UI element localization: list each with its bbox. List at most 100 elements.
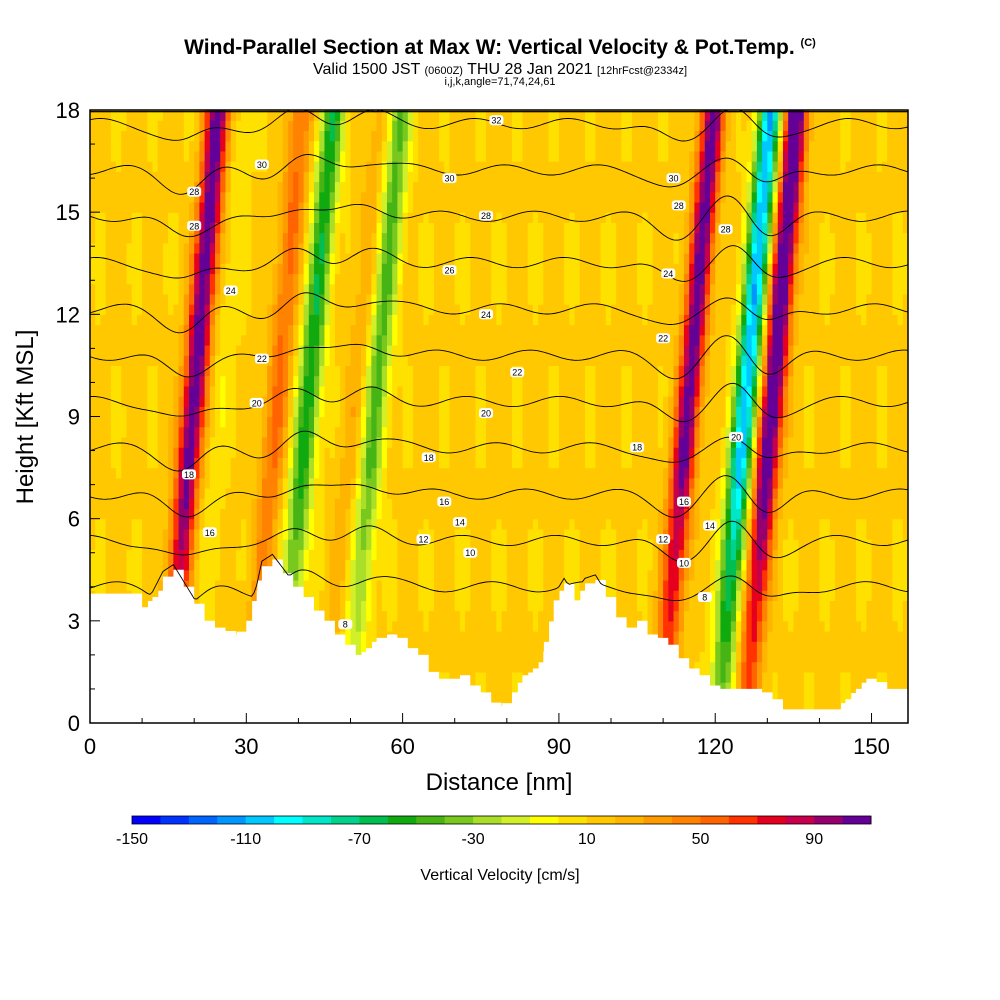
velocity-cell <box>386 590 393 601</box>
velocity-cell <box>548 396 555 407</box>
velocity-cell <box>298 396 305 407</box>
velocity-cell <box>314 253 320 264</box>
velocity-cell <box>199 436 206 448</box>
velocity-cell <box>116 508 122 520</box>
velocity-cell <box>371 253 378 264</box>
velocity-cell <box>355 201 362 213</box>
velocity-cell <box>532 579 539 591</box>
velocity-cell <box>100 344 107 356</box>
velocity-cell <box>402 631 409 642</box>
velocity-cell <box>444 457 451 469</box>
velocity-cell <box>110 539 117 550</box>
velocity-cell <box>470 436 477 448</box>
velocity-cell <box>491 488 497 499</box>
velocity-cell <box>230 447 237 458</box>
velocity-cell <box>428 579 435 591</box>
velocity-cell <box>522 528 529 540</box>
velocity-cell <box>110 385 117 397</box>
velocity-cell <box>261 181 268 193</box>
velocity-cell <box>256 293 263 305</box>
velocity-cell <box>246 293 253 305</box>
velocity-cell <box>142 426 148 438</box>
velocity-cell <box>397 385 404 397</box>
velocity-cell <box>319 344 326 356</box>
velocity-cell <box>517 467 524 479</box>
velocity-cell <box>360 232 367 244</box>
velocity-cell <box>188 569 195 581</box>
velocity-cell <box>397 355 404 367</box>
velocity-cell <box>512 528 518 540</box>
velocity-cell <box>496 150 503 162</box>
velocity-cell <box>110 232 117 244</box>
velocity-cell <box>418 253 425 264</box>
velocity-cell <box>131 242 138 254</box>
velocity-cell <box>100 457 107 469</box>
velocity-cell <box>319 590 326 601</box>
velocity-cell <box>423 314 430 326</box>
velocity-cell <box>470 559 477 571</box>
velocity-cell <box>168 150 174 162</box>
velocity-cell <box>397 426 404 438</box>
chart-subtitle: Valid 1500 JST (0600Z) THU 28 Jan 2021 [… <box>0 61 1000 79</box>
velocity-cell <box>235 191 242 203</box>
velocity-cell <box>366 191 372 203</box>
velocity-cell <box>407 641 414 653</box>
velocity-cell <box>230 436 237 448</box>
velocity-cell <box>584 201 591 213</box>
velocity-cell <box>454 426 461 438</box>
velocity-cell <box>162 447 169 458</box>
velocity-cell <box>371 232 378 244</box>
velocity-cell <box>173 263 180 275</box>
velocity-cell <box>496 671 503 683</box>
velocity-cell <box>209 416 216 428</box>
velocity-cell <box>90 344 96 356</box>
velocity-cell <box>241 477 247 489</box>
velocity-cell <box>241 314 247 326</box>
velocity-cell <box>131 498 138 510</box>
velocity-cell <box>553 222 560 234</box>
velocity-cell <box>543 161 550 172</box>
velocity-cell <box>147 344 154 356</box>
velocity-cell <box>360 140 367 152</box>
velocity-cell <box>413 518 419 530</box>
velocity-cell <box>485 641 492 653</box>
velocity-cell <box>491 692 497 704</box>
velocity-cell <box>121 508 128 520</box>
velocity-cell <box>241 457 247 469</box>
velocity-cell <box>241 488 247 499</box>
velocity-cell <box>386 334 393 346</box>
velocity-cell <box>324 212 331 223</box>
velocity-cell <box>506 181 513 193</box>
velocity-cell <box>157 324 164 336</box>
velocity-cell <box>204 590 211 601</box>
velocity-cell <box>110 457 117 469</box>
velocity-cell <box>574 488 581 499</box>
velocity-cell <box>454 385 461 397</box>
velocity-cell <box>501 416 508 428</box>
velocity-cell <box>277 150 284 162</box>
velocity-cell <box>454 324 461 336</box>
velocity-cell <box>517 600 524 612</box>
velocity-cell <box>287 232 294 244</box>
velocity-cell <box>267 467 273 479</box>
velocity-cell <box>376 610 383 622</box>
velocity-cell <box>194 110 201 121</box>
velocity-cell <box>350 631 357 642</box>
velocity-cell <box>251 304 258 315</box>
velocity-cell <box>470 334 477 346</box>
velocity-cell <box>543 314 550 326</box>
velocity-cell <box>329 385 336 397</box>
velocity-cell <box>491 661 497 673</box>
velocity-cell <box>512 355 518 367</box>
velocity-cell <box>152 436 159 448</box>
velocity-cell <box>538 201 544 213</box>
velocity-cell <box>230 539 237 550</box>
velocity-cell <box>126 212 133 223</box>
velocity-cell <box>324 416 331 428</box>
velocity-cell <box>308 396 315 407</box>
velocity-cell <box>204 508 211 520</box>
velocity-cell <box>329 253 336 264</box>
velocity-cell <box>126 436 133 448</box>
velocity-cell <box>225 498 232 510</box>
velocity-cell <box>152 120 159 132</box>
